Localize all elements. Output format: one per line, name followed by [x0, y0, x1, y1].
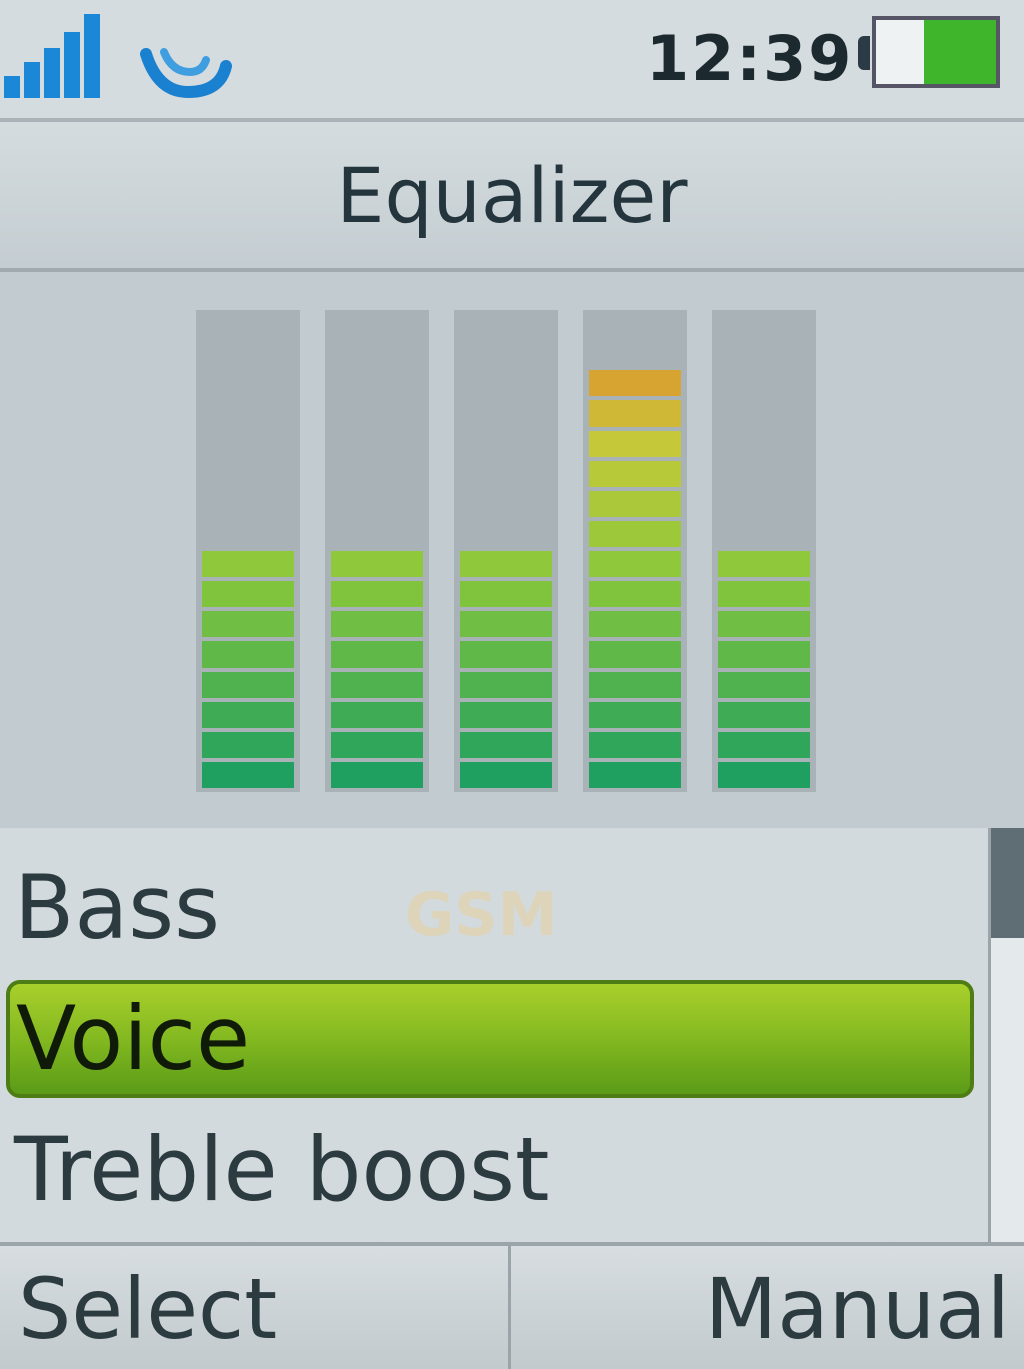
- eq-band-2: [325, 310, 429, 792]
- network-icon: [140, 48, 232, 99]
- eq-segment: [589, 400, 681, 427]
- eq-segment: [589, 731, 681, 758]
- clock: 12:39: [646, 22, 854, 95]
- eq-segment: [589, 671, 681, 698]
- eq-segment: [202, 611, 294, 638]
- eq-band-4: [583, 310, 687, 792]
- eq-segment: [718, 551, 810, 578]
- scrollbar[interactable]: [988, 828, 1024, 1242]
- manual-softkey[interactable]: Manual: [704, 1260, 1010, 1358]
- eq-segment: [202, 641, 294, 668]
- signal-strength-icon: [4, 14, 104, 98]
- eq-segment: [202, 701, 294, 728]
- eq-segment: [718, 731, 810, 758]
- eq-segment: [202, 581, 294, 608]
- softkey-bar: Select Manual: [0, 1242, 1024, 1369]
- eq-segment: [460, 641, 552, 668]
- eq-band-3: [454, 310, 558, 792]
- eq-segment: [589, 370, 681, 397]
- eq-segment: [202, 671, 294, 698]
- status-bar: 12:39: [0, 0, 1024, 122]
- eq-band-5: [712, 310, 816, 792]
- preset-list: Bass Voice Treble boost: [0, 828, 988, 1242]
- list-item-treble-boost[interactable]: Treble boost: [14, 1118, 550, 1221]
- scrollbar-thumb[interactable]: [991, 828, 1024, 938]
- eq-segment: [589, 611, 681, 638]
- eq-segment: [589, 701, 681, 728]
- eq-segment: [589, 761, 681, 788]
- eq-segment: [331, 551, 423, 578]
- battery-tip: [858, 36, 870, 70]
- eq-segment: [589, 490, 681, 517]
- list-item-bass[interactable]: Bass: [14, 856, 220, 959]
- eq-segment: [460, 671, 552, 698]
- eq-segment: [718, 671, 810, 698]
- eq-segment: [460, 731, 552, 758]
- eq-segment: [331, 761, 423, 788]
- eq-segment: [460, 551, 552, 578]
- eq-segment: [589, 520, 681, 547]
- eq-segment: [589, 581, 681, 608]
- eq-segment: [202, 761, 294, 788]
- eq-segment: [460, 611, 552, 638]
- eq-segment: [331, 701, 423, 728]
- eq-segment: [718, 611, 810, 638]
- eq-segment: [331, 611, 423, 638]
- select-softkey[interactable]: Select: [18, 1260, 278, 1358]
- battery-icon: [872, 16, 1000, 88]
- eq-segment: [589, 641, 681, 668]
- eq-segment: [589, 430, 681, 457]
- eq-segment: [460, 761, 552, 788]
- eq-segment: [460, 701, 552, 728]
- eq-segment: [331, 731, 423, 758]
- list-item-voice[interactable]: Voice: [6, 980, 974, 1098]
- eq-segment: [718, 581, 810, 608]
- eq-segment: [460, 581, 552, 608]
- watermark-logo: GSM: [405, 880, 558, 950]
- softkey-divider: [508, 1246, 511, 1369]
- eq-segment: [589, 551, 681, 578]
- eq-band-1: [196, 310, 300, 792]
- eq-segment: [718, 761, 810, 788]
- eq-segment: [718, 641, 810, 668]
- eq-segment: [202, 551, 294, 578]
- eq-segment: [589, 460, 681, 487]
- eq-segment: [718, 701, 810, 728]
- eq-segment: [331, 581, 423, 608]
- page-title: Equalizer: [0, 122, 1024, 272]
- eq-segment: [331, 641, 423, 668]
- eq-segment: [331, 671, 423, 698]
- eq-segment: [202, 731, 294, 758]
- equalizer-graph: [0, 272, 1024, 828]
